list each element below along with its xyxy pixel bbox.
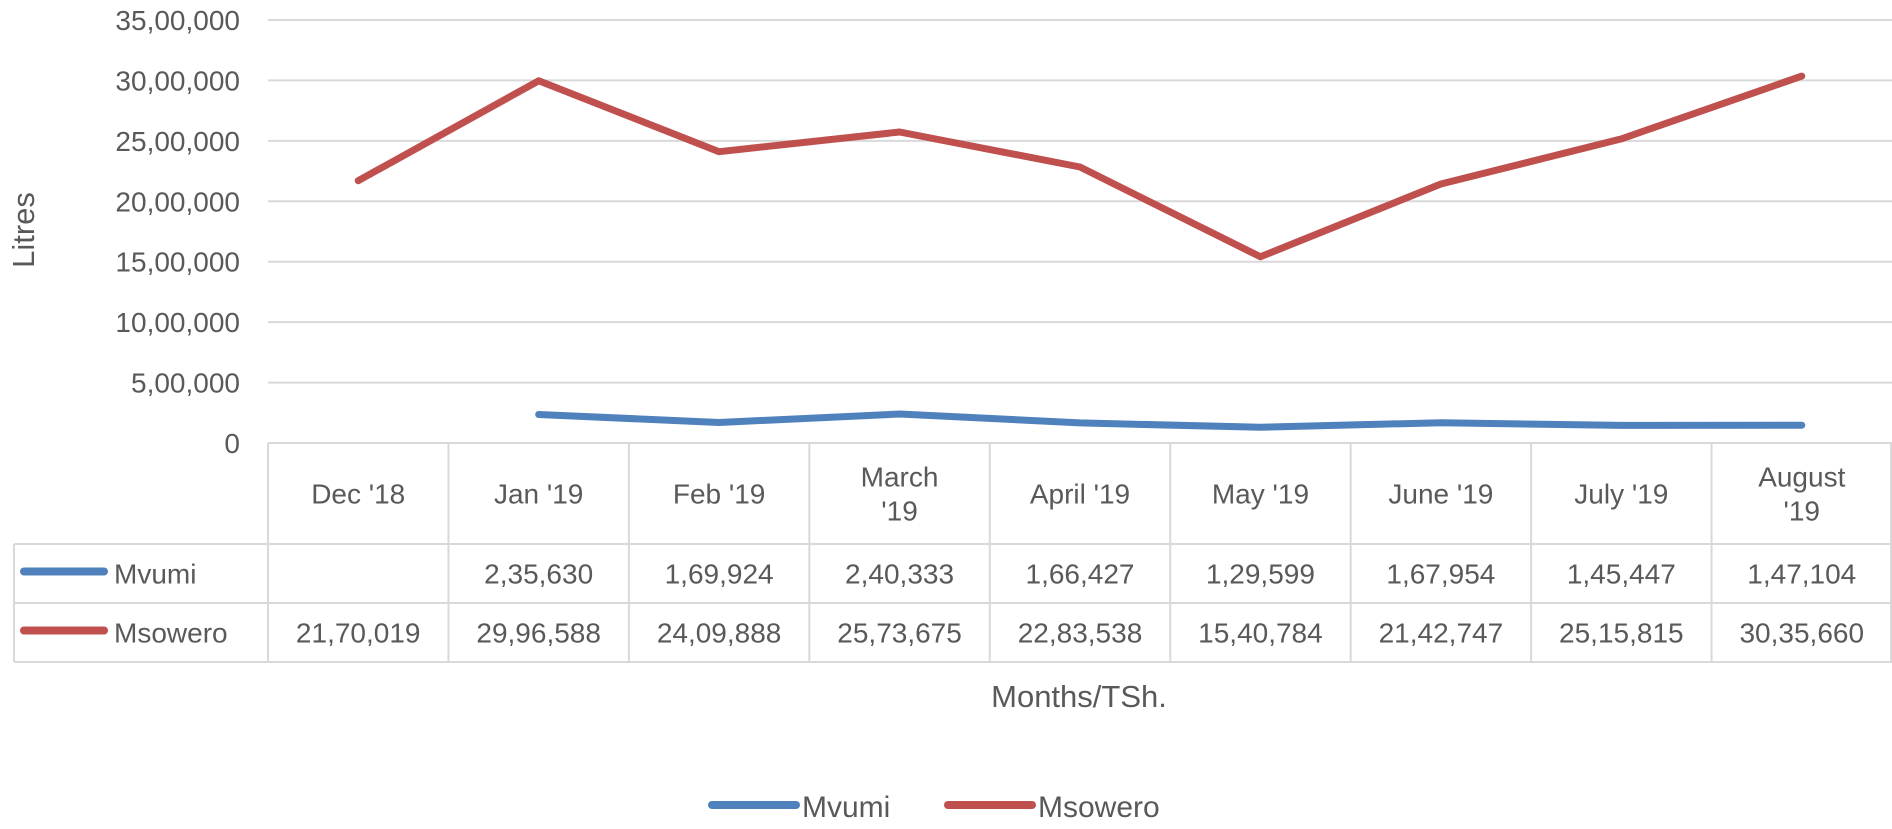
category-label: July '19 bbox=[1574, 479, 1668, 510]
table-value-cell: 24,09,888 bbox=[657, 618, 782, 649]
category-label: Jan '19 bbox=[494, 479, 583, 510]
legend-label: Mvumi bbox=[802, 791, 890, 824]
y-tick-label: 10,00,000 bbox=[115, 307, 240, 338]
category-label: April '19 bbox=[1030, 479, 1130, 510]
table-value-cell: 2,35,630 bbox=[484, 559, 593, 590]
table-value-cell: 21,70,019 bbox=[296, 618, 421, 649]
y-axis-ticks: 0 5,00,000 10,00,000 15,00,000 20,00,000 25,0… bbox=[115, 5, 240, 459]
legend-label: Msowero bbox=[1038, 791, 1160, 824]
category-label: June '19 bbox=[1388, 479, 1493, 510]
table-value-cell: 25,15,815 bbox=[1559, 618, 1684, 649]
table-value-cell: 30,35,660 bbox=[1739, 618, 1864, 649]
table-series-name: Mvumi bbox=[114, 559, 196, 590]
table-value-cell: 21,42,747 bbox=[1379, 618, 1504, 649]
category-label: Dec '18 bbox=[311, 479, 405, 510]
table-value-cell: 22,83,538 bbox=[1018, 618, 1143, 649]
x-axis-title: Months/TSh. bbox=[991, 679, 1167, 714]
y-tick-label: 35,00,000 bbox=[115, 5, 240, 36]
table-value-cell: 1,69,924 bbox=[665, 559, 774, 590]
y-tick-label: 25,00,000 bbox=[115, 126, 240, 157]
table-value-cell: 1,29,599 bbox=[1206, 559, 1315, 590]
y-tick-label: 20,00,000 bbox=[115, 186, 240, 217]
y-tick-label: 30,00,000 bbox=[115, 65, 240, 96]
y-tick-label: 0 bbox=[224, 428, 240, 459]
table-value-cell: 25,73,675 bbox=[837, 618, 962, 649]
series-line bbox=[535, 410, 1806, 431]
y-tick-label: 15,00,000 bbox=[115, 247, 240, 278]
category-label: '19 bbox=[1784, 496, 1821, 527]
category-label: August bbox=[1758, 462, 1845, 493]
table-value-cell: 15,40,784 bbox=[1198, 618, 1323, 649]
table-series-name: Msowero bbox=[114, 618, 228, 649]
series-lines bbox=[354, 72, 1806, 431]
table-value-cell: 29,96,588 bbox=[476, 618, 601, 649]
category-label: May '19 bbox=[1212, 479, 1309, 510]
table-value-cell: 1,66,427 bbox=[1026, 559, 1135, 590]
table-value-cell: 1,47,104 bbox=[1747, 559, 1856, 590]
legend: Mvumi Msowero bbox=[708, 791, 1160, 824]
series-line bbox=[354, 72, 1806, 261]
category-label: March bbox=[861, 462, 939, 493]
y-axis-title: Litres bbox=[6, 192, 41, 268]
y-tick-label: 5,00,000 bbox=[131, 368, 240, 399]
gridlines bbox=[268, 19, 1892, 384]
table-value-cell: 1,45,447 bbox=[1567, 559, 1676, 590]
table-value-cell: 2,40,333 bbox=[845, 559, 954, 590]
category-label: '19 bbox=[881, 496, 918, 527]
table-value-cell: 1,67,954 bbox=[1386, 559, 1495, 590]
category-label: Feb '19 bbox=[673, 479, 766, 510]
